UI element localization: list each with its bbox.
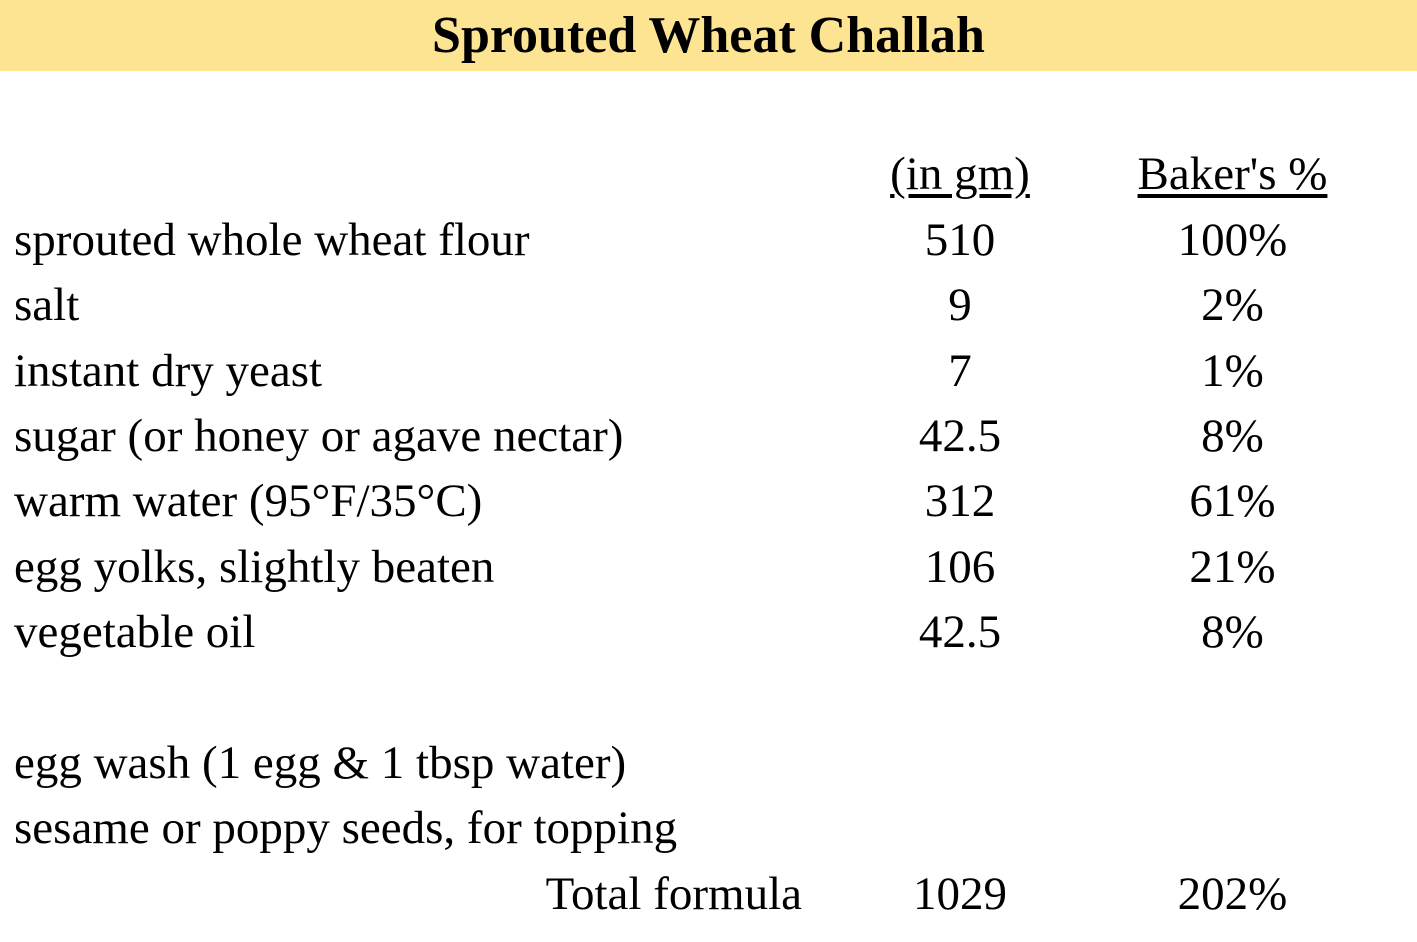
table-row: egg wash (1 egg & 1 tbsp water) [0,731,1417,796]
ingredient-percent: 8% [1201,409,1264,462]
ingredient-percent: 100% [1177,213,1288,266]
column-header-grams: (in gm) [890,148,1030,201]
ingredient-name: instant dry yeast [14,344,323,397]
table-row: egg yolks, slightly beaten 106 21% [0,535,1417,600]
ingredient-grams: 42.5 [918,606,1002,659]
ingredient-grams: 9 [948,279,972,332]
header-grams-cell: (in gm) [830,142,1090,207]
ingredient-percent: 1% [1201,344,1264,397]
ingredient-name: egg wash (1 egg & 1 tbsp water) [14,736,627,789]
spacer-row [0,77,1417,142]
ingredient-name: vegetable oil [14,606,256,659]
ingredient-grams: 7 [948,344,972,397]
total-grams: 1029 [913,867,1007,920]
ingredient-grams: 106 [924,540,996,593]
ingredient-name: sesame or poppy seeds, for topping [14,802,678,855]
ingredient-grams: 312 [924,475,996,528]
column-header-percent: Baker's % [1137,148,1328,201]
page-title: Sprouted Wheat Challah [432,7,985,64]
ingredient-name: salt [14,279,80,332]
table-row: warm water (95°F/35°C) 312 61% [0,469,1417,534]
formula-table: (in gm) Baker's % sprouted whole wheat f… [0,71,1417,927]
ingredient-percent: 8% [1201,606,1264,659]
ingredient-percent [1090,796,1375,861]
table-header-row: (in gm) Baker's % [0,142,1417,207]
total-row: Total formula 1029 202% [0,862,1417,927]
ingredient-grams: 42.5 [918,409,1002,462]
spacer-row [0,666,1417,731]
title-bar: Sprouted Wheat Challah [0,0,1417,71]
table-row: sprouted whole wheat flour 510 100% [0,208,1417,273]
ingredient-percent [1090,731,1375,796]
header-ingredient-cell [0,142,830,207]
ingredient-name: egg yolks, slightly beaten [14,540,495,593]
table-row: sugar (or honey or agave nectar) 42.5 8% [0,404,1417,469]
ingredient-grams [830,796,1090,861]
ingredient-name: warm water (95°F/35°C) [14,475,483,528]
table-row: sesame or poppy seeds, for topping [0,796,1417,861]
table-row: vegetable oil 42.5 8% [0,600,1417,665]
header-percent-cell: Baker's % [1090,142,1375,207]
total-label: Total formula [545,867,802,920]
ingredient-percent: 61% [1189,475,1276,528]
ingredient-grams: 510 [924,213,996,266]
ingredient-name: sugar (or honey or agave nectar) [14,409,624,462]
ingredient-percent: 2% [1201,279,1264,332]
total-percent: 202% [1177,867,1288,920]
ingredient-percent: 21% [1189,540,1276,593]
ingredient-name: sprouted whole wheat flour [14,213,530,266]
table-row: instant dry yeast 7 1% [0,339,1417,404]
table-row: salt 9 2% [0,273,1417,338]
ingredient-grams [830,731,1090,796]
